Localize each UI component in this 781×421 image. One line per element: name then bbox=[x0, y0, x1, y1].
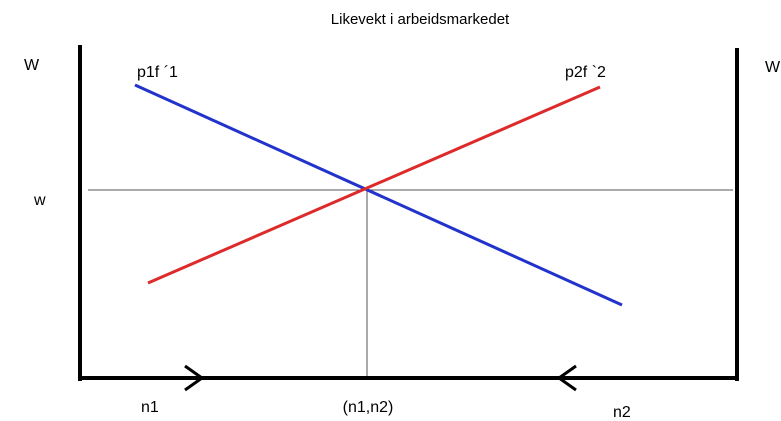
red-curve-label: p2f `2 bbox=[565, 64, 606, 81]
blue-curve bbox=[134, 83, 623, 307]
n2-label: n2 bbox=[613, 404, 631, 421]
left-axis-label: W bbox=[24, 57, 40, 74]
right-axis-label: W bbox=[765, 59, 781, 76]
equilibrium-label: (n1,n2) bbox=[343, 399, 394, 416]
n1-label: n1 bbox=[141, 399, 159, 416]
title: Likevekt i arbeidsmarkedet bbox=[331, 11, 510, 28]
wage-label: w bbox=[33, 192, 46, 209]
red-curve bbox=[147, 85, 601, 285]
arrow-left bbox=[556, 364, 577, 392]
blue-curve-label: p1f ´1 bbox=[137, 64, 178, 81]
arrow-right bbox=[184, 364, 205, 392]
